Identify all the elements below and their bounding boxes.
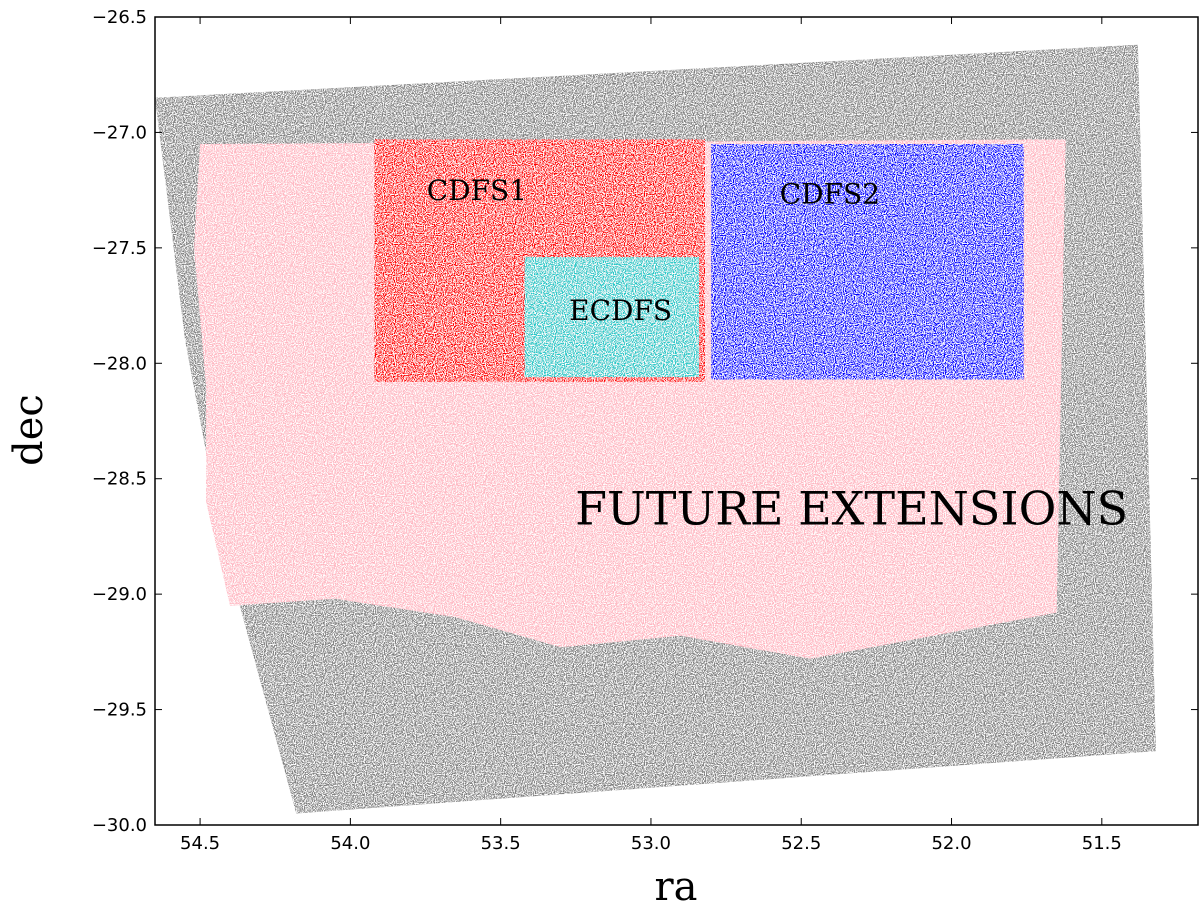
x-tick-label: 53.0 [631, 833, 671, 854]
y-tick-label: −28.0 [92, 353, 147, 374]
plot-frame [154, 16, 1199, 826]
x-tick-label: 51.5 [1082, 833, 1122, 854]
cdfs1-label: CDFS1 [427, 174, 527, 207]
region-labels-layer: CDFS1 ECDFS CDFS2 FUTURE EXTENSIONS [427, 174, 1128, 535]
x-tick-label: 52.5 [781, 833, 821, 854]
x-tick-label: 53.5 [481, 833, 521, 854]
y-tick-label: −26.5 [92, 7, 147, 28]
y-tick-label: −29.0 [92, 584, 147, 605]
cdfs2-region [711, 144, 1024, 380]
ecdfs-region [524, 257, 699, 378]
x-tick-label: 54.0 [330, 833, 370, 854]
cdfs2-label: CDFS2 [780, 177, 880, 210]
y-tick-label: −27.5 [92, 238, 147, 259]
y-tick-label: −28.5 [92, 469, 147, 490]
x-tick-label: 52.0 [931, 833, 971, 854]
x-axis-label: ra [655, 864, 698, 910]
y-axis-label: dec [6, 394, 52, 466]
ecdfs-label: ECDFS [569, 294, 672, 327]
x-tick-label: 54.5 [180, 833, 220, 854]
future-extensions-label: FUTURE EXTENSIONS [575, 482, 1128, 536]
axis-ticks-layer: 54.5 54.0 53.5 53.0 52.5 52.0 51.5 −26.5 −27.0 −2… [92, 7, 1198, 854]
y-tick-label: −27.0 [92, 122, 147, 143]
y-tick-label: −29.5 [92, 700, 147, 721]
y-tick-label: −30.0 [92, 815, 147, 836]
regions-layer [155, 44, 1156, 814]
